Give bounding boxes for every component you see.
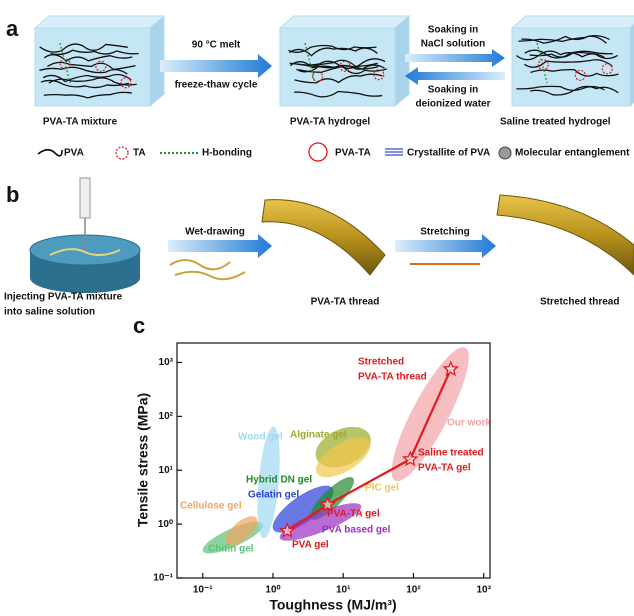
- y-axis-title: Tensile stress (MPa): [135, 393, 151, 527]
- legend-entanglement: [499, 147, 511, 159]
- panel-label: b: [6, 182, 19, 207]
- arrow-label: Soaking in: [428, 85, 479, 96]
- legend-pva: [38, 150, 62, 156]
- x-tick-label: 10⁰: [265, 585, 280, 596]
- x-axis-title: Toughness (MJ/m³): [269, 597, 396, 613]
- legend-pvata: [309, 143, 327, 161]
- arrow: [405, 67, 505, 85]
- legend-label: TA: [133, 148, 146, 159]
- arrow: [160, 54, 272, 78]
- state-label: PVA-TA hydrogel: [290, 117, 371, 128]
- x-tick-label: 10³: [476, 585, 491, 596]
- state-label: PVA-TA thread: [311, 297, 380, 308]
- x-tick-label: 10²: [406, 585, 421, 596]
- state-label: Injecting PVA-TA mixture: [4, 292, 123, 303]
- panel-label: a: [6, 16, 19, 41]
- cube-top: [280, 16, 409, 28]
- arrow-label: Soaking in: [428, 25, 479, 36]
- point-label: Stretched: [358, 357, 404, 368]
- region-label: Our work: [447, 418, 491, 429]
- state-label: into saline solution: [4, 307, 95, 318]
- legend-label: H-bonding: [202, 148, 252, 159]
- cube-top: [512, 16, 634, 28]
- y-tick-label: 10³: [159, 357, 174, 368]
- point-label: PVA gel: [292, 540, 329, 551]
- panel-b: [30, 178, 634, 293]
- region-label: Alginate gel: [290, 430, 347, 441]
- legend-label: Molecular entanglement: [515, 148, 630, 159]
- arrow-label: 90 °C melt: [192, 40, 241, 51]
- y-tick-label: 10²: [159, 411, 174, 422]
- y-tick-label: 10⁰: [158, 519, 173, 530]
- arrow-label: Wet-drawing: [185, 227, 245, 238]
- cube-side: [630, 16, 634, 106]
- region-label: PVA based gel: [322, 525, 391, 536]
- state-label: Stretched thread: [540, 297, 619, 308]
- legend-label: PVA-TA: [335, 148, 371, 159]
- region-label: Hybrid DN gel: [246, 475, 312, 486]
- panel-a: [35, 16, 634, 161]
- arrow-label: Stretching: [420, 227, 469, 238]
- arrow-label: freeze-thaw cycle: [175, 80, 258, 91]
- cube-top: [35, 16, 164, 28]
- region-label: Gelatin gel: [248, 490, 299, 501]
- panel-label: c: [133, 313, 145, 338]
- state-label: Saline treated hydrogel: [500, 117, 611, 128]
- arrow: [405, 49, 505, 67]
- y-tick-label: 10¹: [159, 465, 174, 476]
- legend-ta: [116, 147, 128, 159]
- region-label: Chitin gel: [208, 544, 254, 555]
- pva-ta-thread: [262, 200, 385, 275]
- page: Chitin gel Cellulose gel Wood gel Alginate …: [0, 0, 634, 616]
- point-label: PVA-TA gel: [327, 509, 380, 520]
- panel-c: Chitin gel Cellulose gel Wood gel Alginate …: [153, 339, 491, 595]
- point-label: PVA-TA gel: [418, 463, 471, 474]
- legend-label: Crystallite of PVA: [407, 148, 490, 159]
- figure: Chitin gel Cellulose gel Wood gel Alginate …: [0, 0, 634, 616]
- syringe: [80, 178, 90, 218]
- legend-label: PVA: [64, 148, 84, 159]
- point-label: PVA-TA thread: [358, 372, 427, 383]
- region-label: Cellulose gel: [180, 501, 242, 512]
- x-tick-label: 10¹: [336, 585, 351, 596]
- arrow-label: NaCl solution: [421, 39, 485, 50]
- point-label: Saline treated: [418, 448, 484, 459]
- stretched-thread: [497, 195, 634, 275]
- region-label: PIC gel: [365, 483, 399, 494]
- x-tick-label: 10⁻¹: [193, 585, 213, 596]
- y-tick-label: 10⁻¹: [153, 573, 173, 584]
- arrow-label: deionized water: [415, 99, 490, 110]
- region-label: Wood gel: [238, 432, 283, 443]
- wet-threads: [170, 260, 245, 279]
- state-label: PVA-TA mixture: [43, 117, 118, 128]
